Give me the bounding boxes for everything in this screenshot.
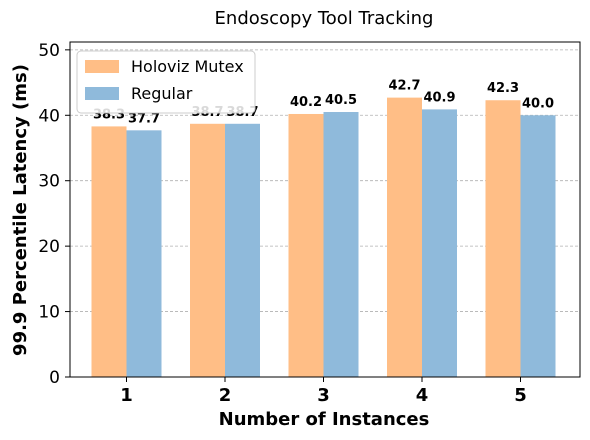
bar-holoviz-mutex-4 bbox=[387, 97, 422, 377]
bar-regular-1 bbox=[126, 130, 162, 377]
bar-holoviz-mutex-2 bbox=[190, 123, 225, 377]
data-label-regular-1: 37.7 bbox=[128, 111, 160, 126]
x-tick-label-4: 4 bbox=[416, 385, 429, 406]
data-label-holoviz-mutex-5: 42.3 bbox=[487, 81, 519, 96]
x-axis-label: Number of Instances bbox=[219, 409, 430, 430]
x-tick-label-5: 5 bbox=[514, 385, 527, 406]
y-tick-label-10: 10 bbox=[38, 303, 60, 323]
x-tick-label-1: 1 bbox=[120, 385, 133, 406]
chart-title: Endoscopy Tool Tracking bbox=[215, 8, 434, 29]
legend-swatch-holoviz-mutex bbox=[85, 60, 119, 73]
data-label-regular-3: 40.5 bbox=[325, 93, 357, 108]
bar-regular-2 bbox=[225, 123, 260, 377]
legend: Holoviz Mutex Regular bbox=[76, 50, 256, 114]
y-tick-label-0: 0 bbox=[49, 368, 60, 388]
data-label-regular-4: 40.9 bbox=[423, 90, 455, 105]
plot-frame bbox=[69, 41, 581, 378]
bar-holoviz-mutex-3 bbox=[288, 113, 324, 377]
y-axis-ticks: 0 10 20 30 40 50 bbox=[38, 41, 70, 388]
x-tick-label-2: 2 bbox=[219, 385, 232, 406]
bars-group bbox=[91, 97, 556, 377]
bar-regular-5 bbox=[520, 115, 556, 377]
bar-regular-3 bbox=[323, 112, 359, 377]
data-label-holoviz-mutex-4: 42.7 bbox=[388, 79, 420, 94]
data-label-regular-5: 40.0 bbox=[522, 96, 554, 111]
y-tick-label-40: 40 bbox=[38, 106, 60, 126]
y-tick-label-50: 50 bbox=[38, 41, 60, 61]
y-axis-label: 99.9 Percentile Latency (ms) bbox=[10, 64, 31, 356]
bar-regular-4 bbox=[422, 109, 457, 377]
y-tick-label-20: 20 bbox=[38, 237, 60, 257]
y-tick-label-30: 30 bbox=[38, 172, 60, 192]
data-label-holoviz-mutex-3: 40.2 bbox=[290, 95, 322, 110]
x-tick-label-3: 3 bbox=[317, 385, 330, 406]
legend-box bbox=[76, 50, 256, 114]
legend-label-holoviz-mutex: Holoviz Mutex bbox=[131, 57, 244, 76]
legend-label-regular: Regular bbox=[131, 84, 193, 103]
bar-holoviz-mutex-1 bbox=[91, 126, 127, 377]
legend-swatch-regular bbox=[85, 87, 119, 100]
bar-holoviz-mutex-5 bbox=[485, 100, 521, 377]
x-axis-ticks: 1 2 3 4 5 bbox=[120, 377, 527, 406]
